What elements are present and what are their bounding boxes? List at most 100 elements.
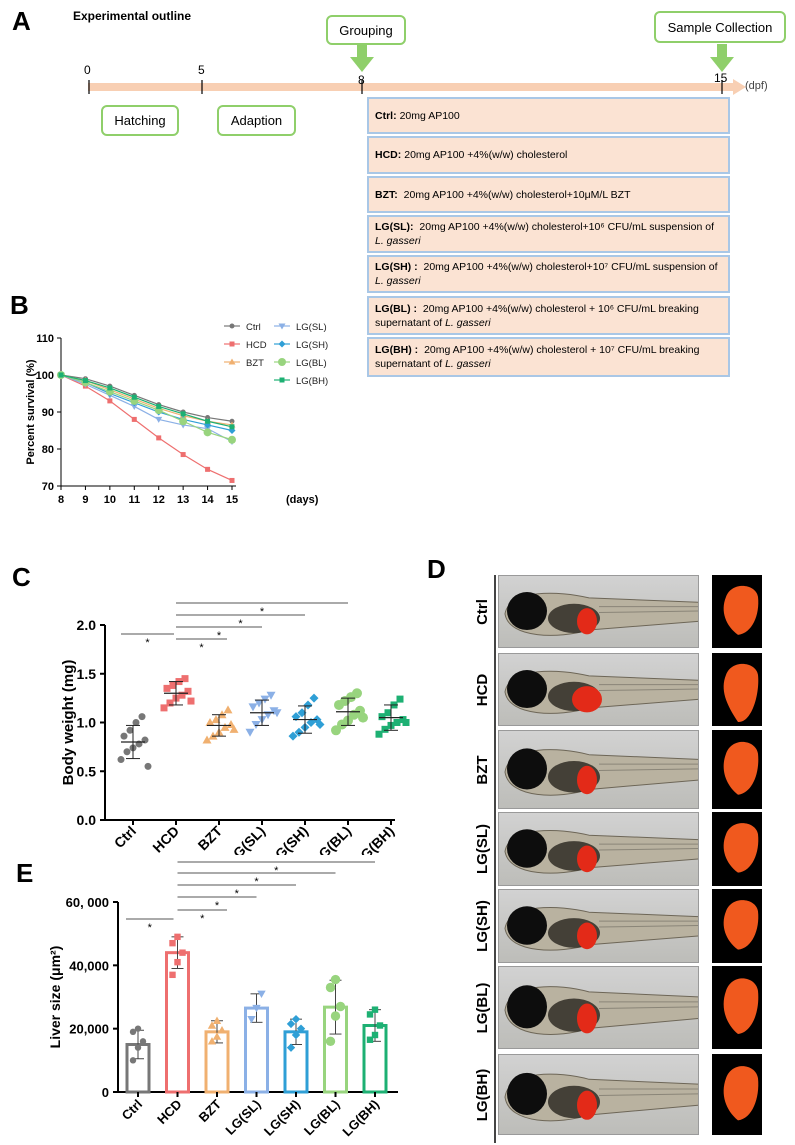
legend-marker-LG(BL) bbox=[278, 358, 286, 366]
significance-star: * bbox=[199, 642, 204, 654]
fluorescent-liver-drawing bbox=[723, 1066, 759, 1121]
data-point-LG(SH) bbox=[291, 1030, 301, 1040]
panel-c-letter: C bbox=[12, 562, 31, 592]
data-point-LG(BL) bbox=[228, 435, 236, 444]
data-point-HCD bbox=[107, 398, 113, 404]
y-tick-label: 60, 000 bbox=[66, 895, 109, 910]
fish-brightfield-image bbox=[498, 966, 699, 1049]
data-point-LG(BH) bbox=[366, 1011, 374, 1018]
data-point-LG(BH) bbox=[393, 719, 401, 726]
fish-brightfield-image bbox=[498, 1054, 699, 1135]
fish-drawing bbox=[504, 906, 698, 951]
data-point-LG(SH) bbox=[294, 727, 304, 737]
data-point-BZT bbox=[207, 1037, 217, 1045]
data-point-LG(BL) bbox=[203, 428, 212, 437]
sample-arrow-shaft bbox=[717, 44, 727, 58]
fish-row-label: LG(SL) bbox=[474, 824, 491, 874]
tick-label-0: 0 bbox=[84, 63, 91, 77]
data-point-BZT bbox=[223, 705, 233, 714]
data-point-LG(BH) bbox=[229, 424, 235, 430]
legend-marker-LG(SH) bbox=[278, 340, 286, 348]
x-tick-label: 12 bbox=[153, 494, 165, 506]
data-point-LG(BL) bbox=[335, 1001, 346, 1012]
data-point-LG(BH) bbox=[376, 1022, 384, 1029]
timeline-arrowhead bbox=[733, 79, 746, 95]
x-tick-label: LG(SL) bbox=[222, 1097, 263, 1138]
significance-star: * bbox=[254, 876, 259, 888]
data-point-LG(BH) bbox=[131, 394, 137, 400]
data-point-LG(BH) bbox=[205, 418, 211, 424]
fish-row-label: Ctrl bbox=[474, 598, 491, 625]
fish-row-label: HCD bbox=[474, 673, 491, 706]
data-point-Ctrl bbox=[134, 1025, 142, 1032]
panel-b-letter: B bbox=[10, 290, 29, 320]
liver-fluorescence-image bbox=[712, 889, 762, 963]
data-point-LG(SL) bbox=[254, 699, 264, 708]
data-point-BZT bbox=[202, 735, 212, 744]
grouping-arrow-icon bbox=[350, 57, 374, 72]
legend-label-HCD: HCD bbox=[246, 340, 267, 351]
legend-marker-LG(SL) bbox=[278, 323, 286, 330]
data-point-LG(BL) bbox=[330, 1011, 341, 1021]
panel-d-divider bbox=[494, 575, 496, 1143]
experimental-outline-title: Experimental outline bbox=[73, 9, 192, 23]
data-point-Ctrl bbox=[229, 418, 235, 424]
data-point-LG(SL) bbox=[266, 691, 276, 700]
group-hcd: HCD: 20mg AP100 +4%(w/w) cholesterol bbox=[367, 136, 730, 174]
significance-star: * bbox=[281, 600, 286, 605]
x-tick-label: Ctrl bbox=[111, 823, 139, 851]
significance-star: * bbox=[145, 637, 150, 649]
y-tick-label: 1.5 bbox=[77, 666, 97, 682]
data-point-HCD bbox=[180, 452, 186, 458]
y-tick-label: 80 bbox=[42, 444, 54, 456]
legend-marker-BZT bbox=[228, 358, 236, 365]
x-tick-label: BZT bbox=[195, 822, 226, 853]
fluorescent-liver-drawing bbox=[723, 585, 759, 635]
data-point-HCD bbox=[166, 699, 174, 707]
legend-label-Ctrl: Ctrl bbox=[246, 322, 261, 333]
data-point-HCD bbox=[174, 958, 181, 966]
data-point-BZT bbox=[217, 1026, 227, 1034]
fish-brightfield-image bbox=[498, 812, 699, 886]
fish-drawing bbox=[504, 592, 698, 636]
data-point-HCD bbox=[229, 477, 235, 483]
significance-star: * bbox=[148, 922, 153, 934]
data-point-Ctrl bbox=[144, 762, 152, 770]
x-tick-label: 11 bbox=[128, 494, 140, 506]
group-ctrl: Ctrl: 20mg AP100 bbox=[367, 97, 730, 134]
survival-chart: 70 80 90 100 110 8 9 10 11 12 13 14 15 (days) Percent … bbox=[25, 322, 328, 506]
series-line-Ctrl bbox=[60, 374, 233, 422]
data-point-LG(BL) bbox=[352, 688, 362, 699]
grouping-box: Grouping bbox=[326, 15, 406, 45]
x-tick-label: HCD bbox=[149, 823, 182, 855]
data-point-LG(SL) bbox=[247, 1015, 256, 1024]
legend-label-LG(SH): LG(SH) bbox=[296, 340, 328, 351]
data-point-LG(BH) bbox=[156, 403, 162, 409]
data-point-HCD bbox=[205, 466, 211, 472]
legend-marker-LG(BH) bbox=[279, 377, 285, 383]
data-point-LG(BH) bbox=[180, 411, 186, 417]
data-point-LG(SL) bbox=[252, 1004, 261, 1013]
panel-e-letter: E bbox=[16, 858, 34, 888]
x-tick-label: 15 bbox=[226, 494, 238, 506]
hatching-box: Hatching bbox=[101, 105, 179, 136]
x-tick-label: 9 bbox=[82, 494, 88, 506]
sample-collection-box: Sample Collection bbox=[654, 11, 786, 43]
tick-label-5: 5 bbox=[198, 63, 205, 77]
data-point-BZT bbox=[212, 1032, 222, 1040]
fish-row-label: LG(BL) bbox=[474, 982, 491, 1033]
tick-label-15: 15 bbox=[714, 71, 728, 85]
significance-star: * bbox=[215, 900, 220, 912]
legend-label-LG(BH): LG(BH) bbox=[296, 376, 328, 387]
group-lg-sh: LG(SH) : 20mg AP100 +4%(w/w) cholesterol… bbox=[367, 255, 730, 293]
data-point-Ctrl bbox=[134, 1044, 142, 1051]
liver-fluorescence-image bbox=[712, 1054, 762, 1135]
timeline-unit: (dpf) bbox=[745, 80, 768, 92]
data-point-LG(BH) bbox=[58, 372, 64, 378]
x-tick-label: LG(SH) bbox=[266, 823, 311, 855]
data-point-LG(SL) bbox=[245, 728, 255, 737]
x-tick-label: 13 bbox=[177, 494, 189, 506]
data-point-Ctrl bbox=[120, 732, 128, 740]
data-point-HCD bbox=[174, 933, 181, 941]
significance-star: * bbox=[217, 630, 222, 642]
